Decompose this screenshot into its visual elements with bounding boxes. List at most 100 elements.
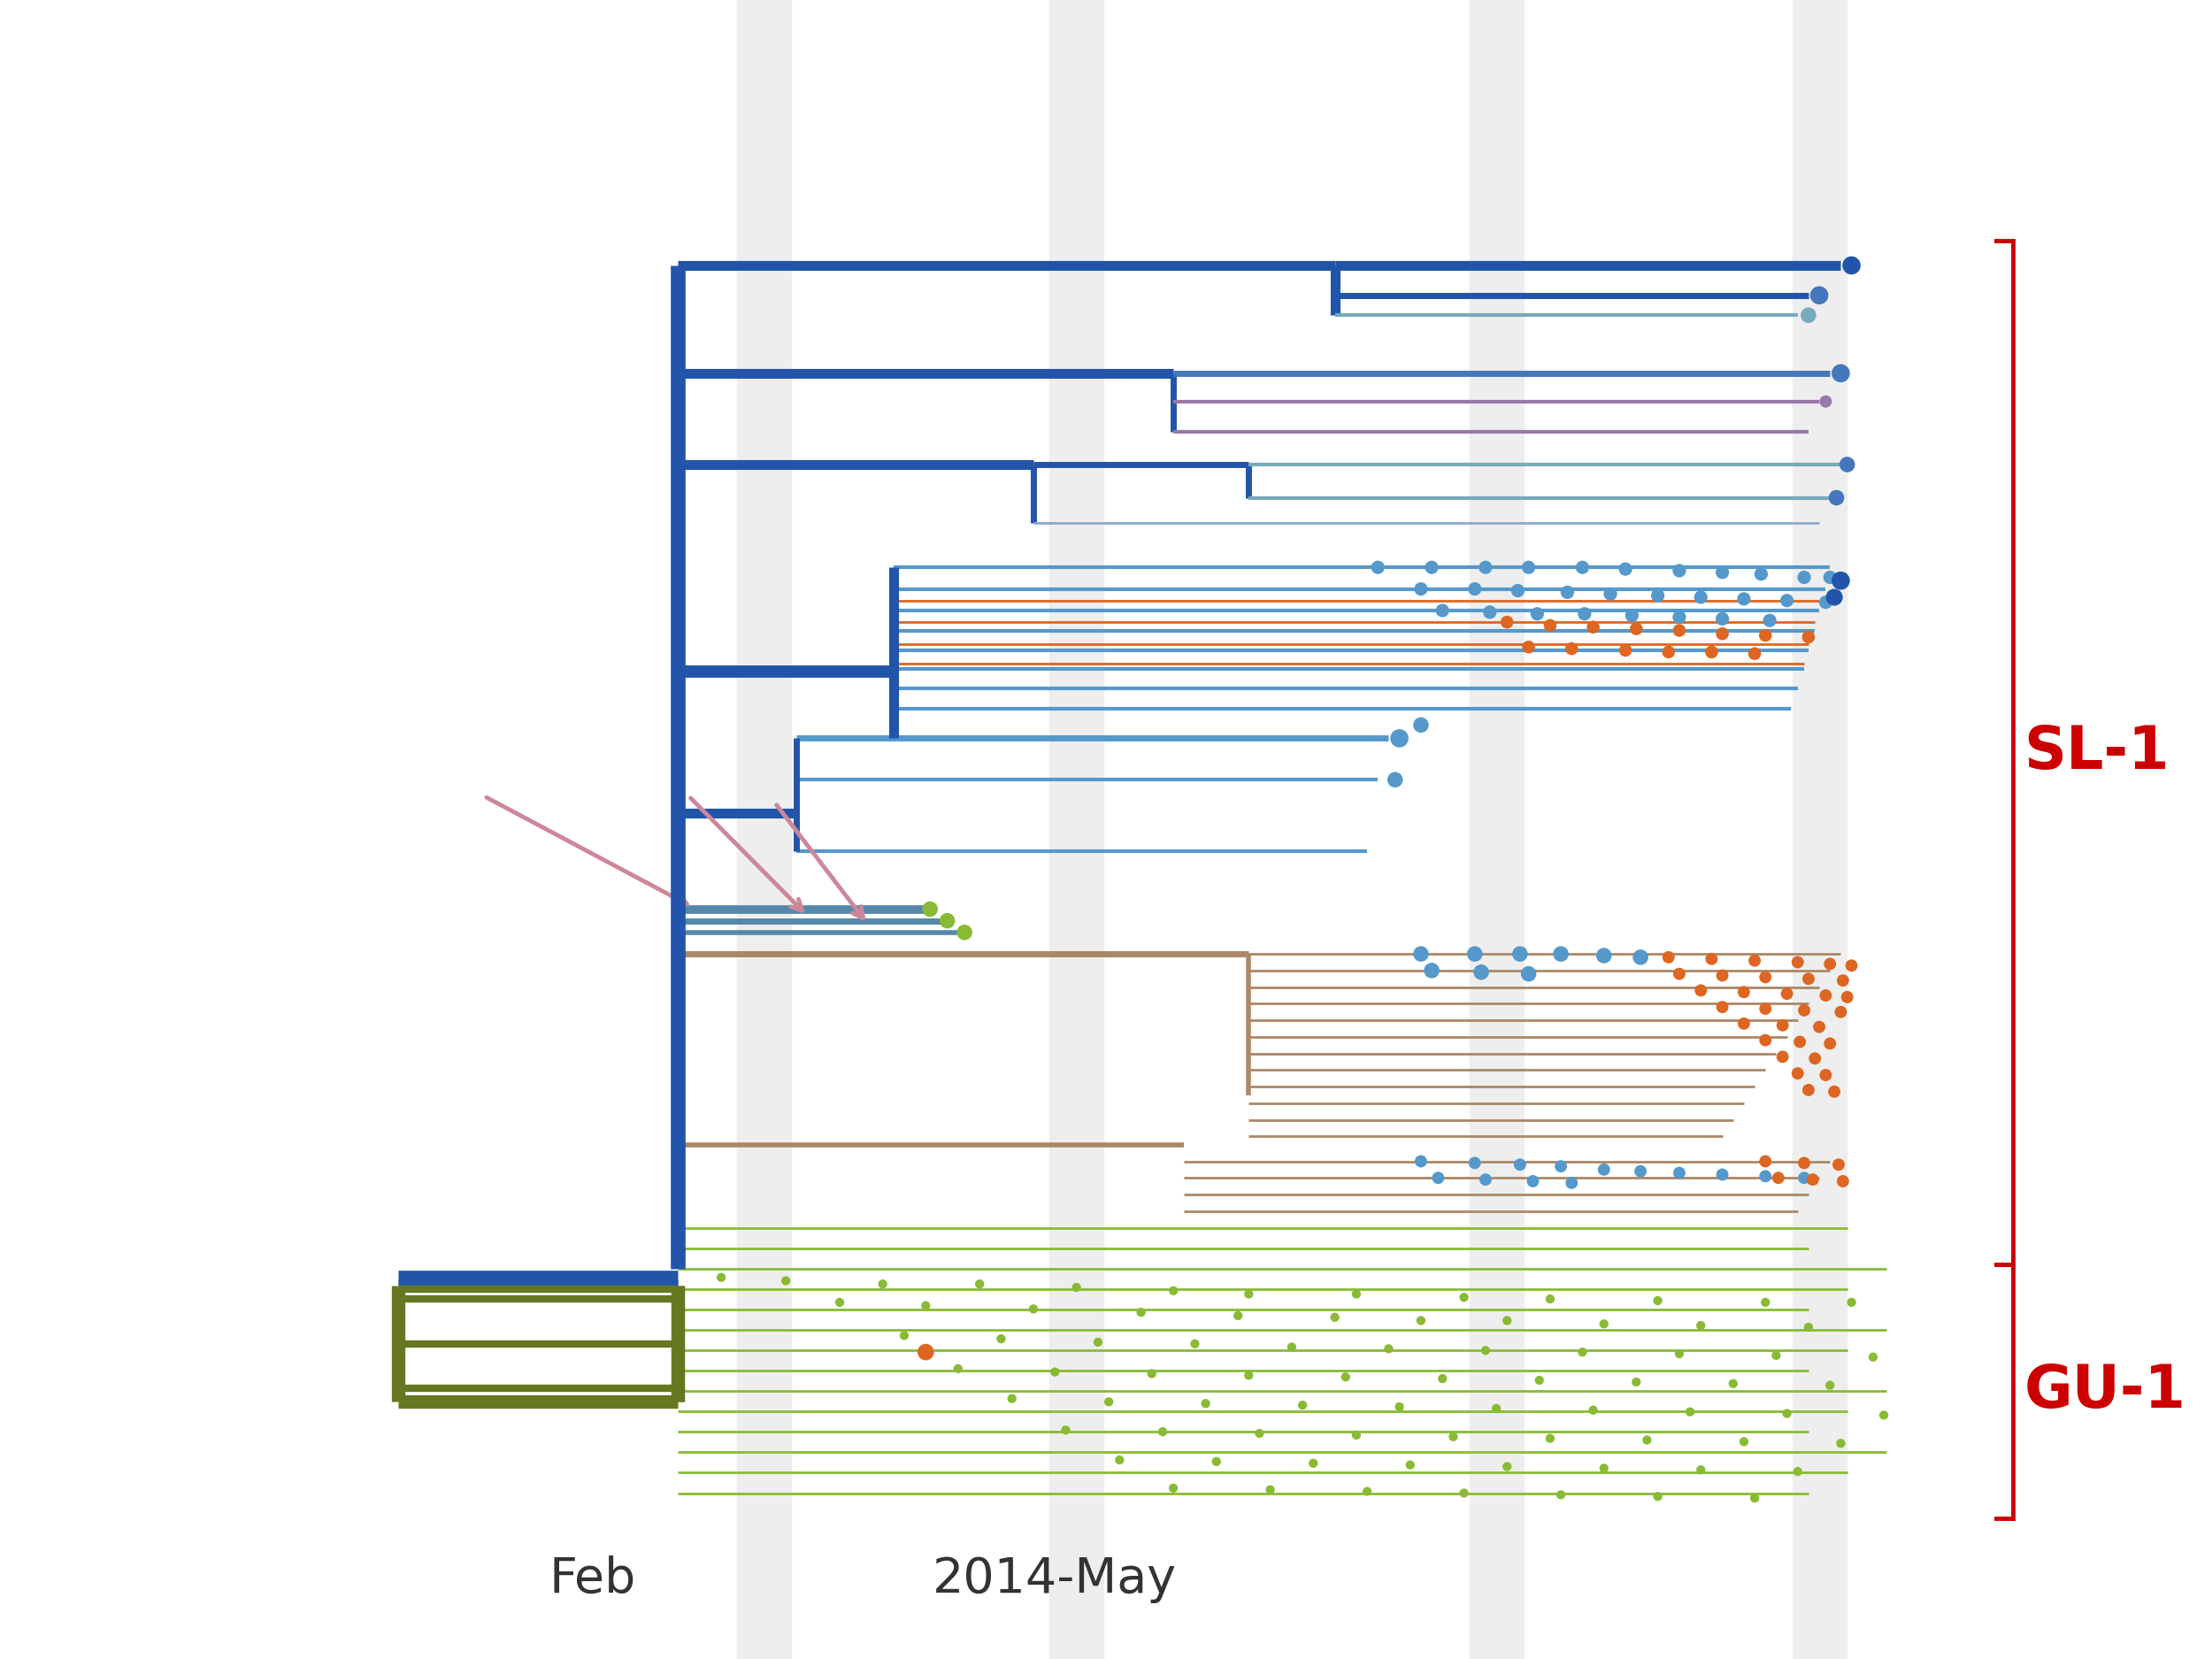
Point (1856, 1344, 1891, 1370)
Point (1564, 554, 1599, 581)
Point (911, 896, 947, 922)
Point (984, 1326, 1020, 1352)
Point (1015, 1296, 1051, 1322)
Point (1747, 995, 1783, 1022)
Point (1747, 1163, 1783, 1190)
Point (1447, 1284, 1482, 1311)
Point (1338, 1281, 1374, 1307)
Point (1694, 946, 1730, 972)
Point (1436, 1423, 1471, 1450)
Point (1520, 601, 1555, 627)
Point (1382, 725, 1418, 752)
Point (1807, 388, 1843, 415)
Bar (737, 0, 792, 1659)
Point (962, 1271, 998, 1297)
Point (1807, 1062, 1843, 1088)
Point (1747, 1148, 1783, 1175)
Point (1650, 944, 1686, 971)
Point (1867, 1402, 1902, 1428)
Point (1533, 612, 1568, 639)
Point (1079, 1329, 1115, 1355)
Point (1489, 1453, 1524, 1480)
Point (1683, 1312, 1719, 1339)
Point (1420, 1165, 1455, 1191)
Point (1812, 951, 1847, 977)
Point (1502, 1151, 1537, 1178)
Point (1829, 984, 1865, 1010)
Point (1413, 554, 1449, 581)
Point (947, 919, 982, 946)
Point (1037, 1359, 1073, 1385)
Point (1736, 947, 1772, 974)
Point (1338, 1422, 1374, 1448)
Point (1752, 607, 1787, 634)
Point (1812, 1372, 1847, 1399)
Point (1124, 1299, 1159, 1326)
Point (1781, 1060, 1816, 1087)
Point (1232, 1362, 1267, 1389)
Point (865, 1271, 900, 1297)
Point (1736, 640, 1772, 667)
Point (1818, 484, 1854, 511)
Point (1624, 1158, 1659, 1185)
Point (1725, 979, 1761, 1005)
Point (909, 1292, 945, 1319)
Point (1586, 1311, 1621, 1337)
Point (1747, 964, 1783, 990)
Point (1511, 961, 1546, 987)
Point (1812, 564, 1847, 591)
Point (940, 1355, 975, 1382)
Point (1155, 1277, 1190, 1304)
Point (1135, 1360, 1170, 1387)
Point (1761, 1165, 1796, 1191)
Point (1792, 1314, 1827, 1340)
Point (1500, 577, 1535, 604)
Point (1382, 1394, 1418, 1420)
Point (1717, 1370, 1752, 1397)
Point (1825, 967, 1860, 994)
Point (1834, 252, 1869, 279)
Point (1661, 961, 1697, 987)
Point (1188, 1390, 1223, 1417)
Point (1155, 1475, 1190, 1501)
Point (1458, 941, 1493, 967)
Point (1177, 1331, 1212, 1357)
Point (1360, 554, 1396, 581)
Point (1630, 1427, 1666, 1453)
Point (1661, 617, 1697, 644)
Point (1820, 1151, 1856, 1178)
Point (1823, 999, 1858, 1025)
Point (1807, 982, 1843, 1009)
Point (1725, 1428, 1761, 1455)
Text: Feb: Feb (549, 1556, 635, 1603)
Point (1575, 1397, 1610, 1423)
Point (1650, 639, 1686, 665)
Point (1792, 966, 1827, 992)
Point (1425, 597, 1460, 624)
Point (1783, 1029, 1818, 1055)
Point (1705, 1161, 1741, 1188)
Point (1199, 1448, 1234, 1475)
Point (1743, 561, 1778, 587)
Point (1402, 1148, 1438, 1175)
Point (1705, 606, 1741, 632)
Point (1221, 1302, 1256, 1329)
Point (1413, 957, 1449, 984)
Point (1464, 959, 1500, 985)
Point (1544, 941, 1579, 967)
Point (1586, 1455, 1621, 1481)
Point (1533, 1286, 1568, 1312)
Point (1816, 1078, 1851, 1105)
Point (1816, 584, 1851, 611)
Text: GU-1: GU-1 (2024, 1362, 2185, 1420)
Point (1241, 1420, 1276, 1447)
Bar (1469, 0, 1524, 1659)
Point (1823, 360, 1858, 387)
Point (1458, 576, 1493, 602)
Point (1683, 1457, 1719, 1483)
Point (768, 1267, 803, 1294)
Point (1823, 1430, 1858, 1457)
Point (1705, 994, 1741, 1020)
Point (929, 907, 964, 934)
Point (1747, 622, 1783, 649)
